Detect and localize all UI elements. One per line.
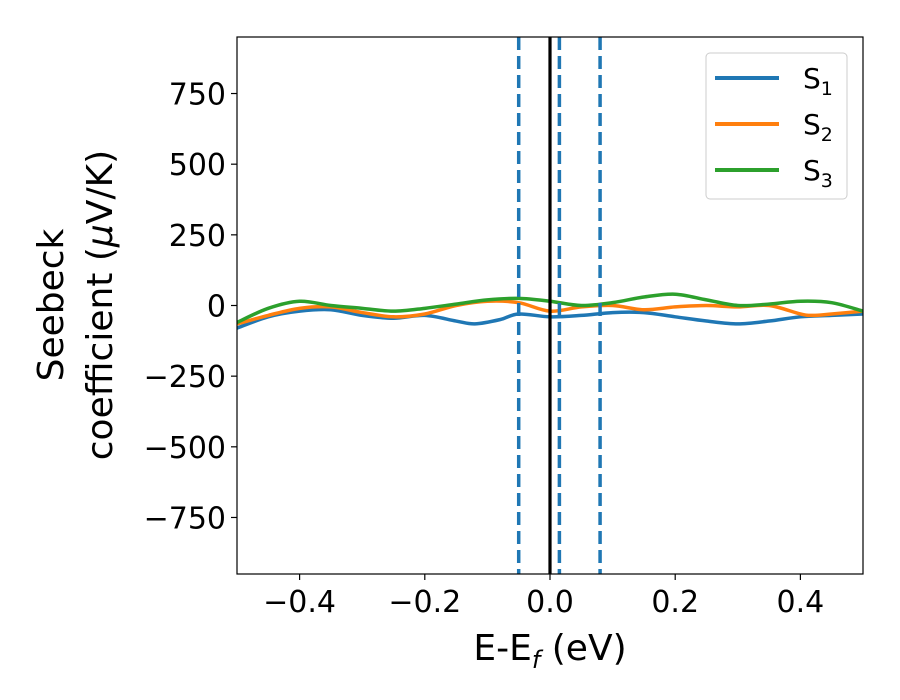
y-tick-label: −500	[144, 431, 226, 466]
y-tick-label: 0	[207, 290, 226, 325]
y-tick-label: 750	[169, 78, 226, 113]
x-axis-label: E-Ef (eV)	[473, 628, 626, 674]
y-axis-label-line2: coefficient (μV/K)	[80, 150, 121, 460]
x-tick-label: −0.4	[263, 585, 336, 620]
legend-label-1: S1	[803, 62, 833, 100]
y-tick-label: −250	[144, 360, 226, 395]
x-tick-label: 0.2	[651, 585, 699, 620]
x-tick-label: 0.4	[777, 585, 825, 620]
y-tick-label: −750	[144, 501, 226, 536]
y-tick-label: 500	[169, 148, 226, 183]
axis-ticks: −0.4 −0.2 0.0 0.2 0.4 750 500 250 0 −250 −500 −750	[144, 78, 825, 620]
x-tick-label: 0.0	[526, 585, 574, 620]
legend-label-3: S3	[803, 154, 833, 192]
series-line-2	[237, 299, 863, 326]
plot-area	[237, 37, 863, 574]
y-axis-label-line1: Seebeck	[31, 228, 72, 381]
series-line-1	[237, 307, 863, 330]
legend-label-2: S2	[803, 108, 833, 146]
y-tick-label: 250	[169, 219, 226, 254]
legend: S1 S2 S3	[705, 52, 848, 200]
x-tick-label: −0.2	[388, 585, 461, 620]
